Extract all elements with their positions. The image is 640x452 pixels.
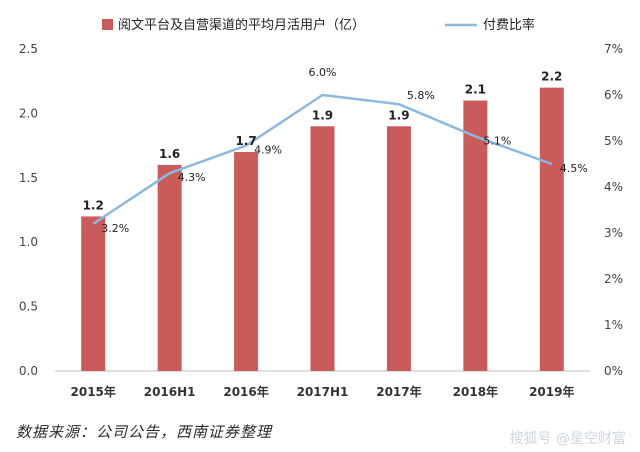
legend-label-bar: 阅文平台及自营渠道的平均月活用户（亿） [118,17,365,33]
y-left-tick-label: 0.5 [19,300,38,314]
line-value-label: 6.0% [309,66,337,79]
bar-value-label: 1.2 [83,198,104,212]
bar [234,152,259,371]
bar [386,126,411,371]
legend-swatch-bar [102,19,113,30]
y-right-tick-label: 7% [604,42,623,56]
bar-value-label: 1.6 [159,147,180,161]
y-right-tick-label: 0% [604,364,623,378]
y-right-tick-label: 1% [604,318,623,332]
x-tick-label: 2016H1 [144,385,196,399]
bar [463,100,488,372]
bar-value-label: 1.7 [235,134,256,148]
bar [539,87,564,371]
x-tick-label: 2015年 [71,384,116,399]
bar-value-label: 1.9 [388,108,409,122]
y-left-tick-label: 2.5 [19,42,38,56]
y-right-tick-label: 2% [604,272,623,286]
y-right-tick-label: 5% [604,134,623,148]
y-left-tick-label: 0.0 [19,364,38,378]
line-value-label: 4.9% [254,144,282,157]
x-tick-label: 2017H1 [297,385,349,399]
line-series [92,93,553,225]
y-right-tick-label: 4% [604,180,623,194]
line-value-label: 4.3% [178,171,206,184]
legend: 阅文平台及自营渠道的平均月活用户（亿） 付费比率 [102,17,535,33]
x-tick-label: 2017年 [376,384,421,399]
legend-label-line: 付费比率 [483,17,535,33]
bar-value-label: 2.1 [465,83,486,97]
bar [81,216,106,371]
bar [157,164,182,371]
bar-value-label: 2.2 [541,70,562,84]
watermark: 搜狐号 @星空财富 [509,431,626,447]
line-value-label: 5.8% [407,89,435,102]
bar-value-label: 1.9 [312,108,333,122]
x-tick-label: 2018年 [453,384,498,399]
line-value-label: 5.1% [483,134,511,147]
bar [310,126,335,371]
y-right-tick-label: 6% [604,88,623,102]
x-tick-label: 2019年 [529,384,574,399]
y-left-tick-label: 1.5 [19,171,38,185]
y-left-tick-label: 1.0 [19,235,38,249]
line-value-label: 3.2% [101,222,129,235]
source-note: 数据来源：公司公告，西南证券整理 [16,423,273,441]
y-right-tick-label: 3% [604,226,623,240]
x-tick-label: 2016年 [223,384,268,399]
y-left-tick-label: 2.0 [19,106,38,120]
line-value-label: 4.5% [560,162,588,175]
